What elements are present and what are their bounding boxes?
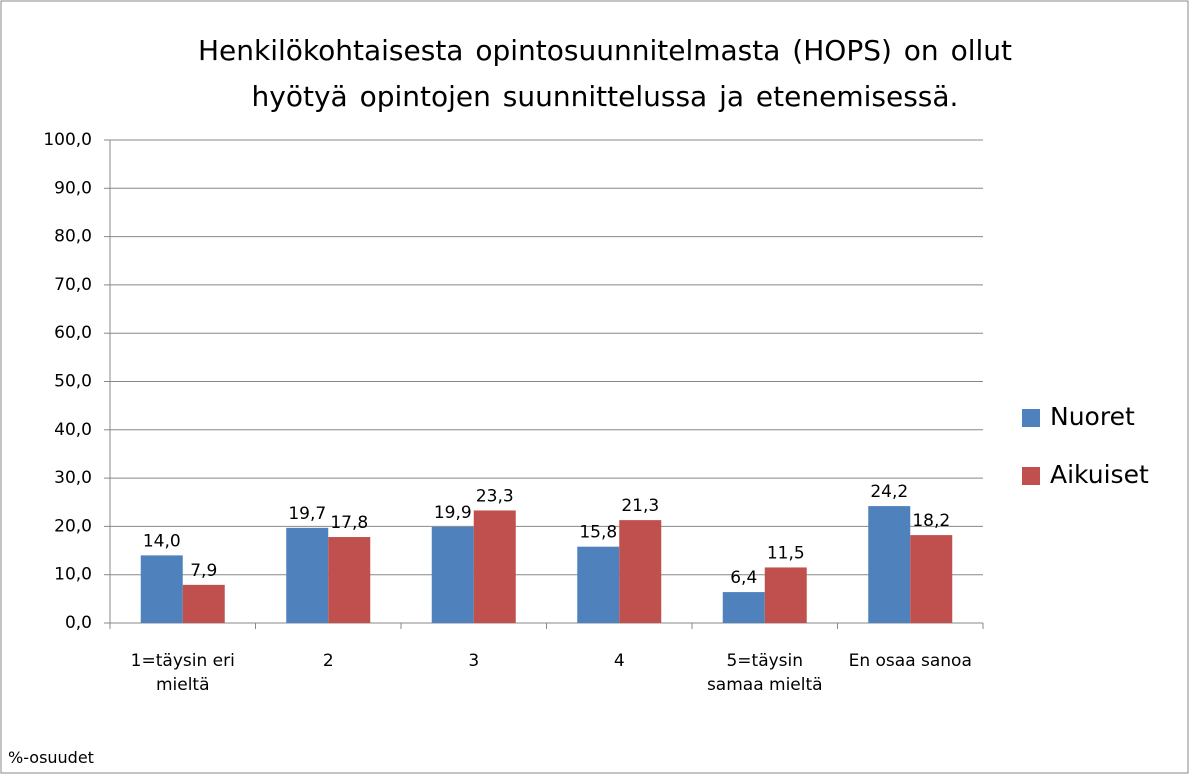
x-tick-label: En osaa sanoa	[848, 651, 972, 671]
data-label: 15,8	[579, 523, 617, 543]
x-tick-label: 3	[468, 651, 480, 671]
y-tick-label: 60,0	[54, 323, 92, 343]
data-label: 6,4	[730, 568, 757, 588]
x-tick-label: 2	[322, 651, 334, 671]
data-label: 24,2	[870, 482, 908, 502]
bar	[182, 584, 225, 623]
chart-title: Henkilökohtaisesta opintosuunnitelmasta …	[197, 34, 1012, 113]
legend-swatch	[1022, 467, 1040, 485]
data-label: 7,9	[190, 561, 217, 581]
bar	[868, 506, 911, 623]
data-label: 17,8	[330, 513, 368, 533]
note: %-osuudet	[8, 748, 94, 767]
y-tick-label: 100,0	[43, 130, 92, 150]
y-tick-label: 20,0	[54, 516, 92, 536]
bar	[473, 510, 516, 623]
bar	[286, 527, 329, 623]
bar	[764, 567, 807, 623]
legend-label: Aikuiset	[1050, 460, 1149, 489]
y-tick-label: 50,0	[54, 372, 92, 392]
y-tick-label: 30,0	[54, 468, 92, 488]
bar	[431, 526, 474, 623]
bar	[722, 592, 765, 623]
bar	[140, 555, 183, 623]
data-label: 18,2	[912, 511, 950, 531]
data-label: 14,0	[143, 531, 181, 551]
x-tick-label: 5=täysin samaa mieltä	[706, 651, 823, 695]
y-tick-label: 40,0	[54, 420, 92, 440]
data-label: 21,3	[621, 496, 659, 516]
y-tick-label: 0,0	[65, 613, 92, 633]
x-tick-label: 4	[613, 651, 625, 671]
y-tick-label: 10,0	[54, 565, 92, 585]
x-tick-label: 1=täysin eri mieltä	[130, 651, 235, 695]
y-tick-label: 80,0	[54, 227, 92, 247]
bar	[619, 520, 662, 623]
bar	[910, 535, 953, 623]
legend-swatch	[1022, 409, 1040, 427]
legend-label: Nuoret	[1050, 402, 1135, 431]
data-label: 19,9	[434, 503, 472, 523]
y-tick-label: 90,0	[54, 178, 92, 198]
bar	[577, 546, 620, 623]
y-tick-label: 70,0	[54, 275, 92, 295]
data-label: 19,7	[288, 504, 326, 524]
data-label: 11,5	[767, 543, 805, 563]
bar	[328, 537, 371, 623]
data-label: 23,3	[476, 486, 514, 506]
